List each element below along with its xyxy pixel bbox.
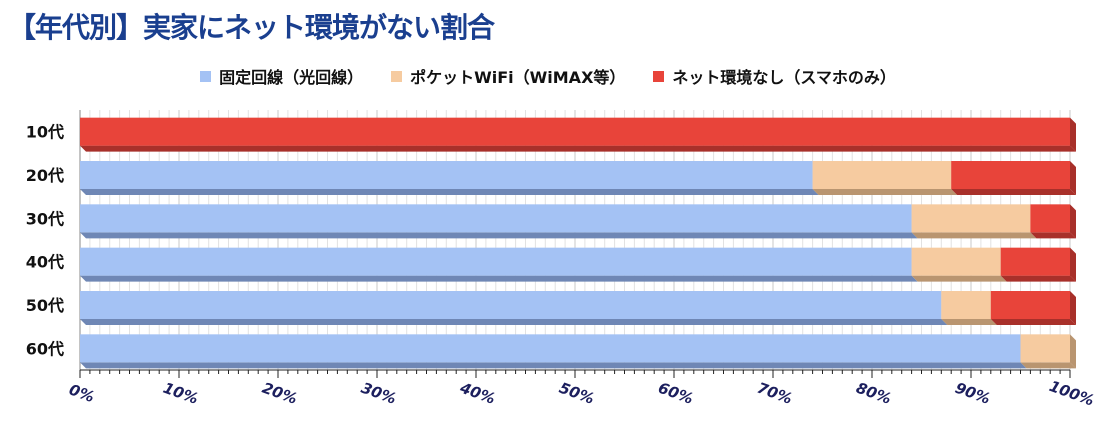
legend-swatch-fixed-line: [200, 70, 212, 82]
legend-item-fixed-line: 固定回線（光回線）: [200, 64, 363, 88]
bar-shadow-2-0: [80, 232, 918, 239]
bar-shadow-5-1: [1020, 362, 1076, 369]
bar-segment-1-2: [951, 161, 1070, 189]
bar-shadow-5-0: [80, 362, 1027, 369]
bar-segment-3-0: [80, 247, 912, 276]
x-tick-label: 30%: [359, 379, 399, 408]
legend-item-pocket-wifi: ポケットWiFi（WiMAX等）: [391, 64, 625, 88]
bar-shadow-3-0: [80, 275, 918, 282]
bar-segment-2-0: [80, 204, 912, 233]
x-tick-label: 100%: [1047, 377, 1096, 410]
x-tick-label: 90%: [953, 379, 993, 408]
bar-segment-5-0: [80, 334, 1021, 363]
bar-segment-0-2: [80, 117, 1070, 146]
bar-shadow-3-2: [1000, 275, 1076, 282]
bar-segment-2-1: [911, 204, 1031, 233]
bar-segment-4-2: [990, 291, 1070, 319]
legend: 固定回線（光回線） ポケットWiFi（WiMAX等） ネット環境なし（スマホのみ…: [0, 64, 1096, 88]
bar-shadow-2-1: [911, 232, 1037, 239]
bar-shadow-1-1: [812, 189, 958, 195]
bar-shadow-1-2: [951, 189, 1076, 195]
bar-segment-4-0: [80, 291, 942, 319]
bar-endcap-4: [1070, 291, 1076, 325]
x-tick-label: 70%: [755, 379, 795, 408]
bar-endcap-3: [1070, 247, 1076, 282]
x-tick-label: 10%: [161, 379, 201, 408]
bar-segment-1-1: [812, 161, 952, 189]
x-tick-label: 0%: [67, 380, 97, 406]
bar-shadow-4-2: [990, 319, 1076, 325]
x-tick-label: 20%: [260, 379, 300, 408]
bar-segment-5-1: [1020, 334, 1070, 363]
bar-endcap-2: [1070, 204, 1076, 239]
bar-shadow-4-1: [941, 319, 997, 325]
x-tick-label: 40%: [457, 378, 498, 408]
category-label: 40代: [26, 253, 64, 272]
category-label: 60代: [26, 339, 64, 358]
bar-endcap-1: [1070, 161, 1076, 195]
x-tick-label: 50%: [557, 379, 597, 408]
category-label: 20代: [26, 166, 64, 185]
bar-shadow-3-1: [911, 275, 1007, 282]
bar-endcap-0: [1070, 117, 1076, 152]
legend-item-no-internet: ネット環境なし（スマホのみ）: [653, 64, 896, 88]
bar-segment-4-1: [941, 291, 991, 319]
bar-segment-2-2: [1030, 204, 1070, 233]
category-label: 50代: [26, 296, 64, 315]
bar-segment-3-1: [911, 247, 1001, 276]
bar-segment-3-2: [1000, 247, 1070, 276]
bar-shadow-2-2: [1030, 232, 1076, 239]
x-tick-label: 80%: [854, 379, 894, 408]
chart-title: 【年代別】実家にネット環境がない割合: [8, 11, 495, 44]
category-label: 10代: [26, 123, 64, 142]
legend-label-no-internet: ネット環境なし（スマホのみ）: [672, 68, 896, 87]
category-label: 30代: [26, 209, 64, 228]
bar-shadow-0-2: [80, 145, 1076, 152]
legend-label-pocket-wifi: ポケットWiFi（WiMAX等）: [410, 68, 626, 87]
legend-label-fixed-line: 固定回線（光回線）: [219, 68, 364, 87]
bar-shadow-1-0: [80, 189, 819, 195]
bar-endcap-5: [1070, 334, 1076, 369]
legend-swatch-no-internet: [653, 70, 665, 82]
bar-segment-1-0: [80, 161, 813, 189]
x-tick-label: 60%: [656, 379, 696, 408]
bar-shadow-4-0: [80, 319, 948, 325]
legend-swatch-pocket-wifi: [391, 70, 403, 82]
